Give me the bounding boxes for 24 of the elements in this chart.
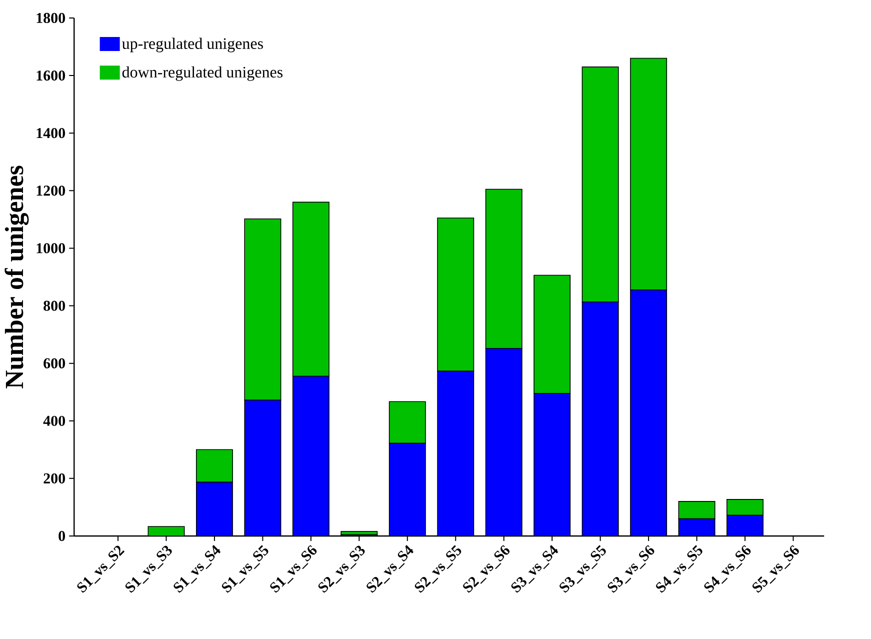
- y-tick-label: 1000: [36, 243, 66, 254]
- y-tick-label: 400: [43, 416, 66, 426]
- bar: [196, 449, 233, 483]
- y-axis-title: Number of unigenes: [4, 166, 29, 388]
- y-tick-label: 0: [58, 530, 66, 542]
- bar: [582, 66, 619, 302]
- y-tick-label: 200: [44, 473, 66, 484]
- legend-label: down-regulated unigenes: [122, 66, 283, 81]
- bar: [726, 499, 764, 516]
- y-tick-label: 1400: [36, 128, 66, 138]
- bar: [630, 58, 668, 290]
- bar: [292, 202, 330, 377]
- bar: [244, 218, 282, 401]
- y-tick-label: 600: [44, 358, 66, 368]
- bar: [388, 401, 426, 444]
- bar: [534, 274, 571, 394]
- y-tick-label: 1800: [36, 12, 66, 24]
- y-tick-label: 1200: [36, 186, 66, 196]
- y-tick-label: 800: [44, 300, 66, 311]
- bar: [437, 218, 474, 372]
- legend-label: up-regulated unigenes: [122, 38, 263, 52]
- bar: [678, 501, 716, 520]
- y-tick-label: 1600: [36, 70, 66, 81]
- bar: [485, 188, 522, 349]
